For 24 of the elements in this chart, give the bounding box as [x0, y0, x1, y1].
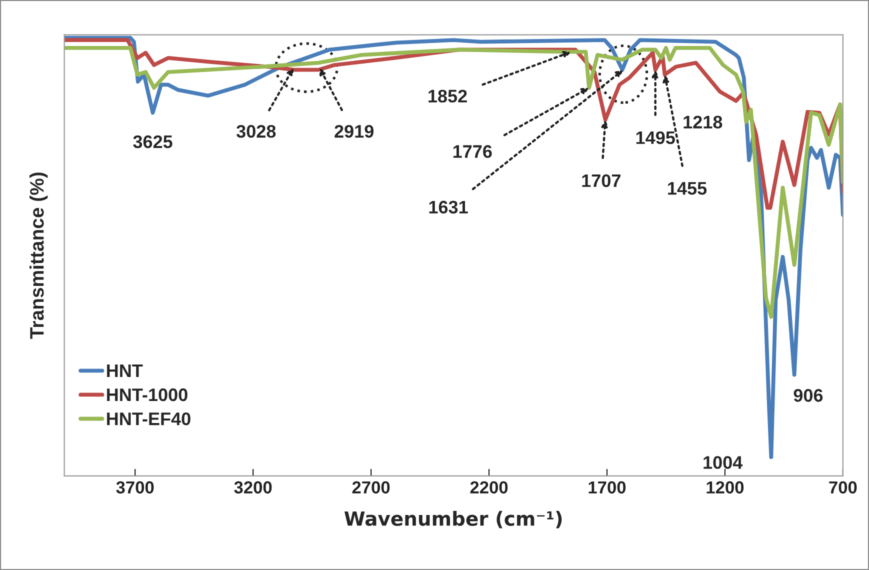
- annotation: 1776: [453, 145, 492, 158]
- annotation: 1495: [636, 131, 675, 144]
- annotation: 3625: [133, 135, 172, 148]
- x-tick-label: 700: [829, 481, 857, 494]
- x-tick-label: 1700: [588, 481, 626, 494]
- x-tick-label: 2200: [470, 481, 508, 494]
- annotation: 1631: [429, 200, 468, 214]
- x-tick-label: 3200: [234, 481, 272, 494]
- x-tick-label: 2700: [352, 481, 390, 494]
- annotation: 1004: [704, 456, 743, 469]
- annotation: 3028: [236, 124, 276, 138]
- x-axis-title: Wavenumber (cm⁻¹): [344, 510, 562, 528]
- legend-label: HNT-EF40: [107, 412, 190, 426]
- legend-label: HNT-1000: [107, 388, 188, 402]
- y-axis-title: Transmittance (%): [30, 172, 48, 339]
- annotation: 1852: [428, 90, 467, 103]
- annotation: 1455: [668, 182, 707, 195]
- x-tick-label: 1200: [706, 481, 744, 494]
- legend-label: HNT: [107, 364, 143, 377]
- annotation: 906: [794, 389, 823, 402]
- x-tick-label: 3700: [116, 481, 154, 494]
- annotation: 2919: [334, 124, 374, 138]
- annotation: 1707: [582, 174, 620, 188]
- annotation: 1218: [684, 116, 722, 129]
